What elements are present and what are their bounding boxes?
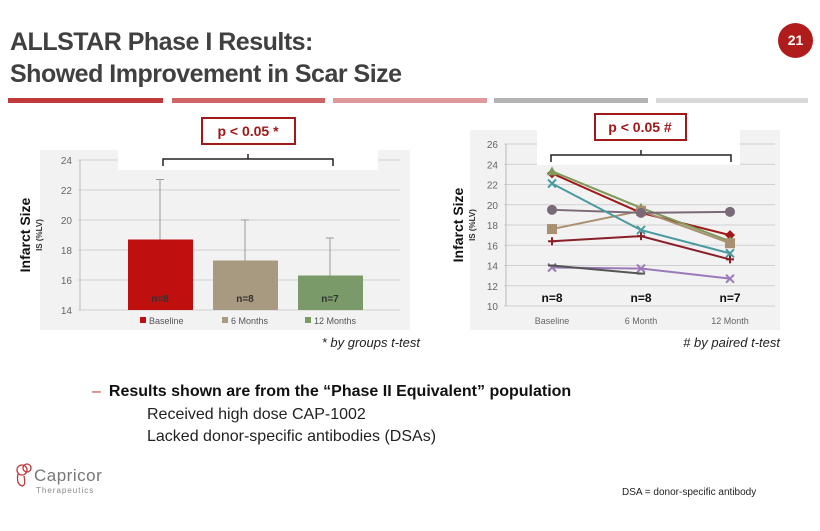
y-tick-label: 10 [487, 302, 499, 313]
legend-swatch [305, 317, 311, 323]
legend-label: Baseline [149, 316, 184, 326]
x-tick-label: 6 Month [625, 316, 658, 326]
bullet-text: Results shown are from the “Phase II Equ… [108, 383, 572, 400]
page-number-badge: 21 [778, 23, 813, 58]
sub-item: Lacked donor-specific antibodies (DSAs) [147, 428, 437, 445]
y-tick-label: 20 [487, 201, 499, 212]
line-chart-infarct-size: 10 12 14 16 18 20 22 24 26 Baseline n=8 6 Month n=8 1… [450, 113, 780, 330]
data-point [548, 237, 556, 246]
annotation-mask [118, 150, 378, 170]
divider-stripe [333, 98, 487, 103]
data-point [725, 238, 735, 249]
data-point [636, 207, 646, 218]
significance-bracket [162, 154, 334, 166]
data-point [725, 206, 735, 217]
y-tick-label: 20 [61, 216, 73, 227]
logo-mark-icon [16, 463, 32, 487]
data-point [725, 248, 735, 259]
y-axis-subtitle: IS (%LV) [35, 219, 44, 251]
bullet-dash: – [92, 383, 101, 400]
y-tick-label: 24 [61, 156, 73, 167]
data-point [636, 263, 646, 274]
y-tick-label: 22 [61, 186, 73, 197]
dsa-footnote: DSA = donor-specific antibody [622, 487, 757, 498]
legend-label: 6 Months [231, 316, 269, 326]
x-tick-label: Baseline [535, 316, 570, 326]
bullet-point: – Results shown are from the “Phase II Eq… [92, 383, 571, 401]
divider-stripe [494, 98, 648, 103]
divider-stripe [8, 98, 163, 103]
logo-subtitle: Therapeutics [36, 486, 95, 495]
series-line [551, 264, 642, 275]
data-point [726, 255, 734, 264]
y-axis-subtitle: IS (%LV) [468, 209, 477, 241]
bar-12-months [298, 275, 363, 310]
sub-item: Received high dose CAP-1002 [147, 406, 366, 423]
data-point [547, 178, 557, 189]
p-value-box [201, 117, 296, 145]
x-tick-label: 12 Month [711, 316, 749, 326]
divider-stripe [656, 98, 808, 103]
p-value-label: p < 0.05 # [608, 119, 672, 135]
bar-data-label: n=8 [236, 294, 254, 305]
y-tick-label: 16 [61, 276, 73, 287]
data-point [725, 230, 735, 241]
n-label: n=8 [541, 291, 562, 305]
divider-stripe [172, 98, 325, 103]
p-value-box [594, 113, 687, 141]
bar-data-label: n=7 [321, 294, 339, 305]
slide-title-line2: Showed Improvement in Scar Size [10, 60, 402, 88]
bar-baseline [128, 239, 193, 310]
data-point [547, 166, 557, 176]
bar-chart-footnote: * by groups t-test [321, 335, 420, 350]
logo-name: Capricor [34, 466, 103, 485]
y-tick-label: 26 [487, 140, 499, 151]
y-tick-label: 22 [487, 181, 499, 192]
p-value-label: p < 0.05 * [217, 123, 279, 139]
y-tick-label: 16 [487, 241, 499, 252]
y-tick-label: 24 [487, 160, 499, 171]
y-tick-label: 18 [487, 221, 499, 232]
n-label: n=8 [630, 291, 651, 305]
bar-6-months [213, 260, 278, 310]
data-point [636, 225, 646, 235]
slide-title-line1: ALLSTAR Phase I Results: [10, 28, 313, 56]
data-point [637, 232, 645, 241]
bar-chart-infarct-size: 14 16 18 20 22 24 n=8 n=8 n=7 Baseline 6 Months 12 … [17, 117, 410, 330]
bar-data-label: n=8 [151, 294, 169, 305]
y-axis-title: Infarct Size [17, 197, 33, 272]
legend-swatch [222, 317, 228, 323]
data-point [547, 204, 557, 215]
legend-swatch [140, 317, 146, 323]
y-tick-label: 12 [487, 282, 499, 293]
y-axis-title: Infarct Size [450, 187, 466, 262]
y-tick-label: 14 [487, 262, 499, 273]
y-tick-label: 18 [61, 246, 73, 257]
data-point [725, 273, 735, 284]
line-chart-footnote: # by paired t-test [683, 335, 780, 350]
legend-label: 12 Months [314, 316, 357, 326]
y-tick-label: 14 [61, 306, 73, 317]
significance-bracket [550, 150, 732, 162]
n-label: n=7 [719, 291, 740, 305]
data-point [547, 224, 557, 235]
